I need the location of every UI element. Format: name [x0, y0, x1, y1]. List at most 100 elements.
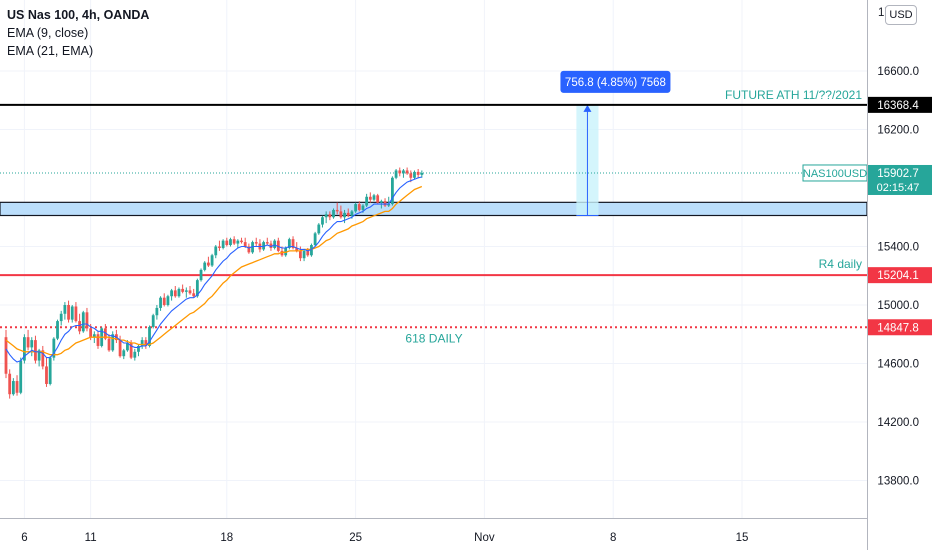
candle-body	[122, 350, 126, 357]
candle-body	[357, 204, 361, 210]
candle-body	[210, 255, 214, 266]
support-zone	[0, 201, 868, 217]
candle-body	[291, 239, 295, 248]
candle-body	[181, 288, 185, 292]
time-tick-label: 8	[610, 532, 616, 544]
ema21-legend[interactable]: EMA (21, EMA)	[7, 44, 94, 58]
ema9-legend[interactable]: EMA (9, close)	[7, 26, 89, 40]
candle-body	[56, 321, 59, 339]
time-tick-label: 6	[21, 532, 27, 544]
candle-body	[96, 334, 100, 346]
time-tick-label: 25	[349, 532, 362, 544]
candle-body	[92, 334, 96, 338]
currency-badge[interactable]: USD	[885, 5, 917, 25]
candle-body	[70, 306, 74, 320]
ema-lines	[5, 176, 423, 363]
chart-legend: US Nas 100, 4h, OANDA EMA (9, close) EMA…	[7, 6, 149, 60]
candle-body	[133, 351, 137, 358]
candle-body	[184, 290, 188, 292]
candle-body	[229, 239, 232, 246]
measure-label-box[interactable]	[560, 70, 671, 93]
candle-body	[137, 345, 140, 352]
candle-body	[376, 195, 380, 203]
grid-lines	[0, 0, 867, 518]
candle-body	[420, 172, 424, 175]
ath-level-label: FUTURE ATH 11/??/2021	[725, 88, 862, 102]
measure-label: 756.8 (4.85%) 7568	[565, 77, 666, 89]
candle-body	[251, 242, 254, 253]
price-tick-label: 16600.0	[877, 66, 919, 78]
candle-body	[225, 240, 229, 246]
candle-body	[59, 313, 63, 322]
candle-body	[85, 312, 89, 329]
candle-body	[324, 214, 328, 218]
candle-body	[354, 204, 357, 212]
candle-body	[11, 381, 15, 395]
candle-body	[81, 312, 85, 332]
candle-body	[343, 212, 346, 218]
price-tick-label: 13800.0	[877, 476, 919, 488]
candle-body	[299, 250, 302, 259]
time-tick-label: 15	[736, 532, 749, 544]
candle-body	[391, 177, 394, 205]
candle-body	[240, 240, 243, 243]
candle-body	[295, 247, 299, 251]
candle-body	[155, 307, 159, 316]
candle-body	[365, 196, 369, 206]
candle-body	[265, 242, 269, 244]
candle-body	[243, 242, 247, 247]
candle-body	[387, 204, 391, 206]
candle-body	[321, 217, 324, 225]
candle-body	[89, 328, 93, 338]
candle-body	[273, 240, 277, 248]
candle-body	[203, 262, 207, 270]
candle-body	[276, 240, 280, 251]
candle-body	[166, 296, 170, 305]
candle-body	[67, 305, 70, 320]
candle-body	[45, 366, 48, 384]
candle-body	[107, 338, 111, 351]
time-axis[interactable]: 6 11 18 25 Nov 8 15	[0, 518, 867, 545]
candle-body	[413, 171, 416, 178]
candle-body	[247, 246, 251, 253]
candle-body	[346, 212, 350, 216]
instrument-title[interactable]: US Nas 100, 4h, OANDA	[7, 8, 150, 22]
candle-body	[313, 233, 317, 246]
candle-body	[63, 305, 67, 314]
ema9-line	[5, 176, 422, 363]
candle-body	[335, 209, 339, 212]
candle-body	[310, 245, 313, 256]
candle-body	[37, 350, 41, 361]
candle-body	[394, 170, 398, 178]
candle-body	[52, 338, 56, 358]
candle-body	[287, 239, 291, 248]
time-tick-label: 11	[85, 532, 97, 544]
candle-body	[103, 328, 107, 339]
candle-body	[361, 205, 365, 210]
price-axis[interactable]: 17 16368.4 15204.1 14847.8 15902.7 02:15…	[867, 0, 932, 550]
candle-body	[4, 337, 8, 374]
candle-body	[317, 224, 321, 234]
bar-countdown: 02:15:47	[877, 182, 920, 194]
candle-body	[159, 297, 162, 308]
candle-body	[207, 262, 210, 266]
candle-body	[151, 315, 155, 327]
candle-body	[350, 211, 354, 216]
candle-body	[173, 290, 177, 297]
candle-body	[236, 240, 240, 244]
fib-price-tag: 14847.8	[877, 322, 919, 334]
measure-arrowhead	[583, 104, 592, 112]
candle-body	[8, 373, 12, 395]
candle-body	[74, 306, 78, 322]
candle-body	[416, 171, 420, 175]
candle-body	[368, 196, 372, 200]
current-price-tag: 15902.7	[877, 168, 919, 180]
r4-level-label: R4 daily	[819, 257, 862, 271]
candle-body	[30, 340, 34, 348]
candle-body	[23, 337, 26, 361]
candle-body	[195, 280, 199, 297]
candle-body	[144, 340, 148, 346]
candle-body	[26, 337, 30, 348]
candle-body	[402, 170, 405, 174]
